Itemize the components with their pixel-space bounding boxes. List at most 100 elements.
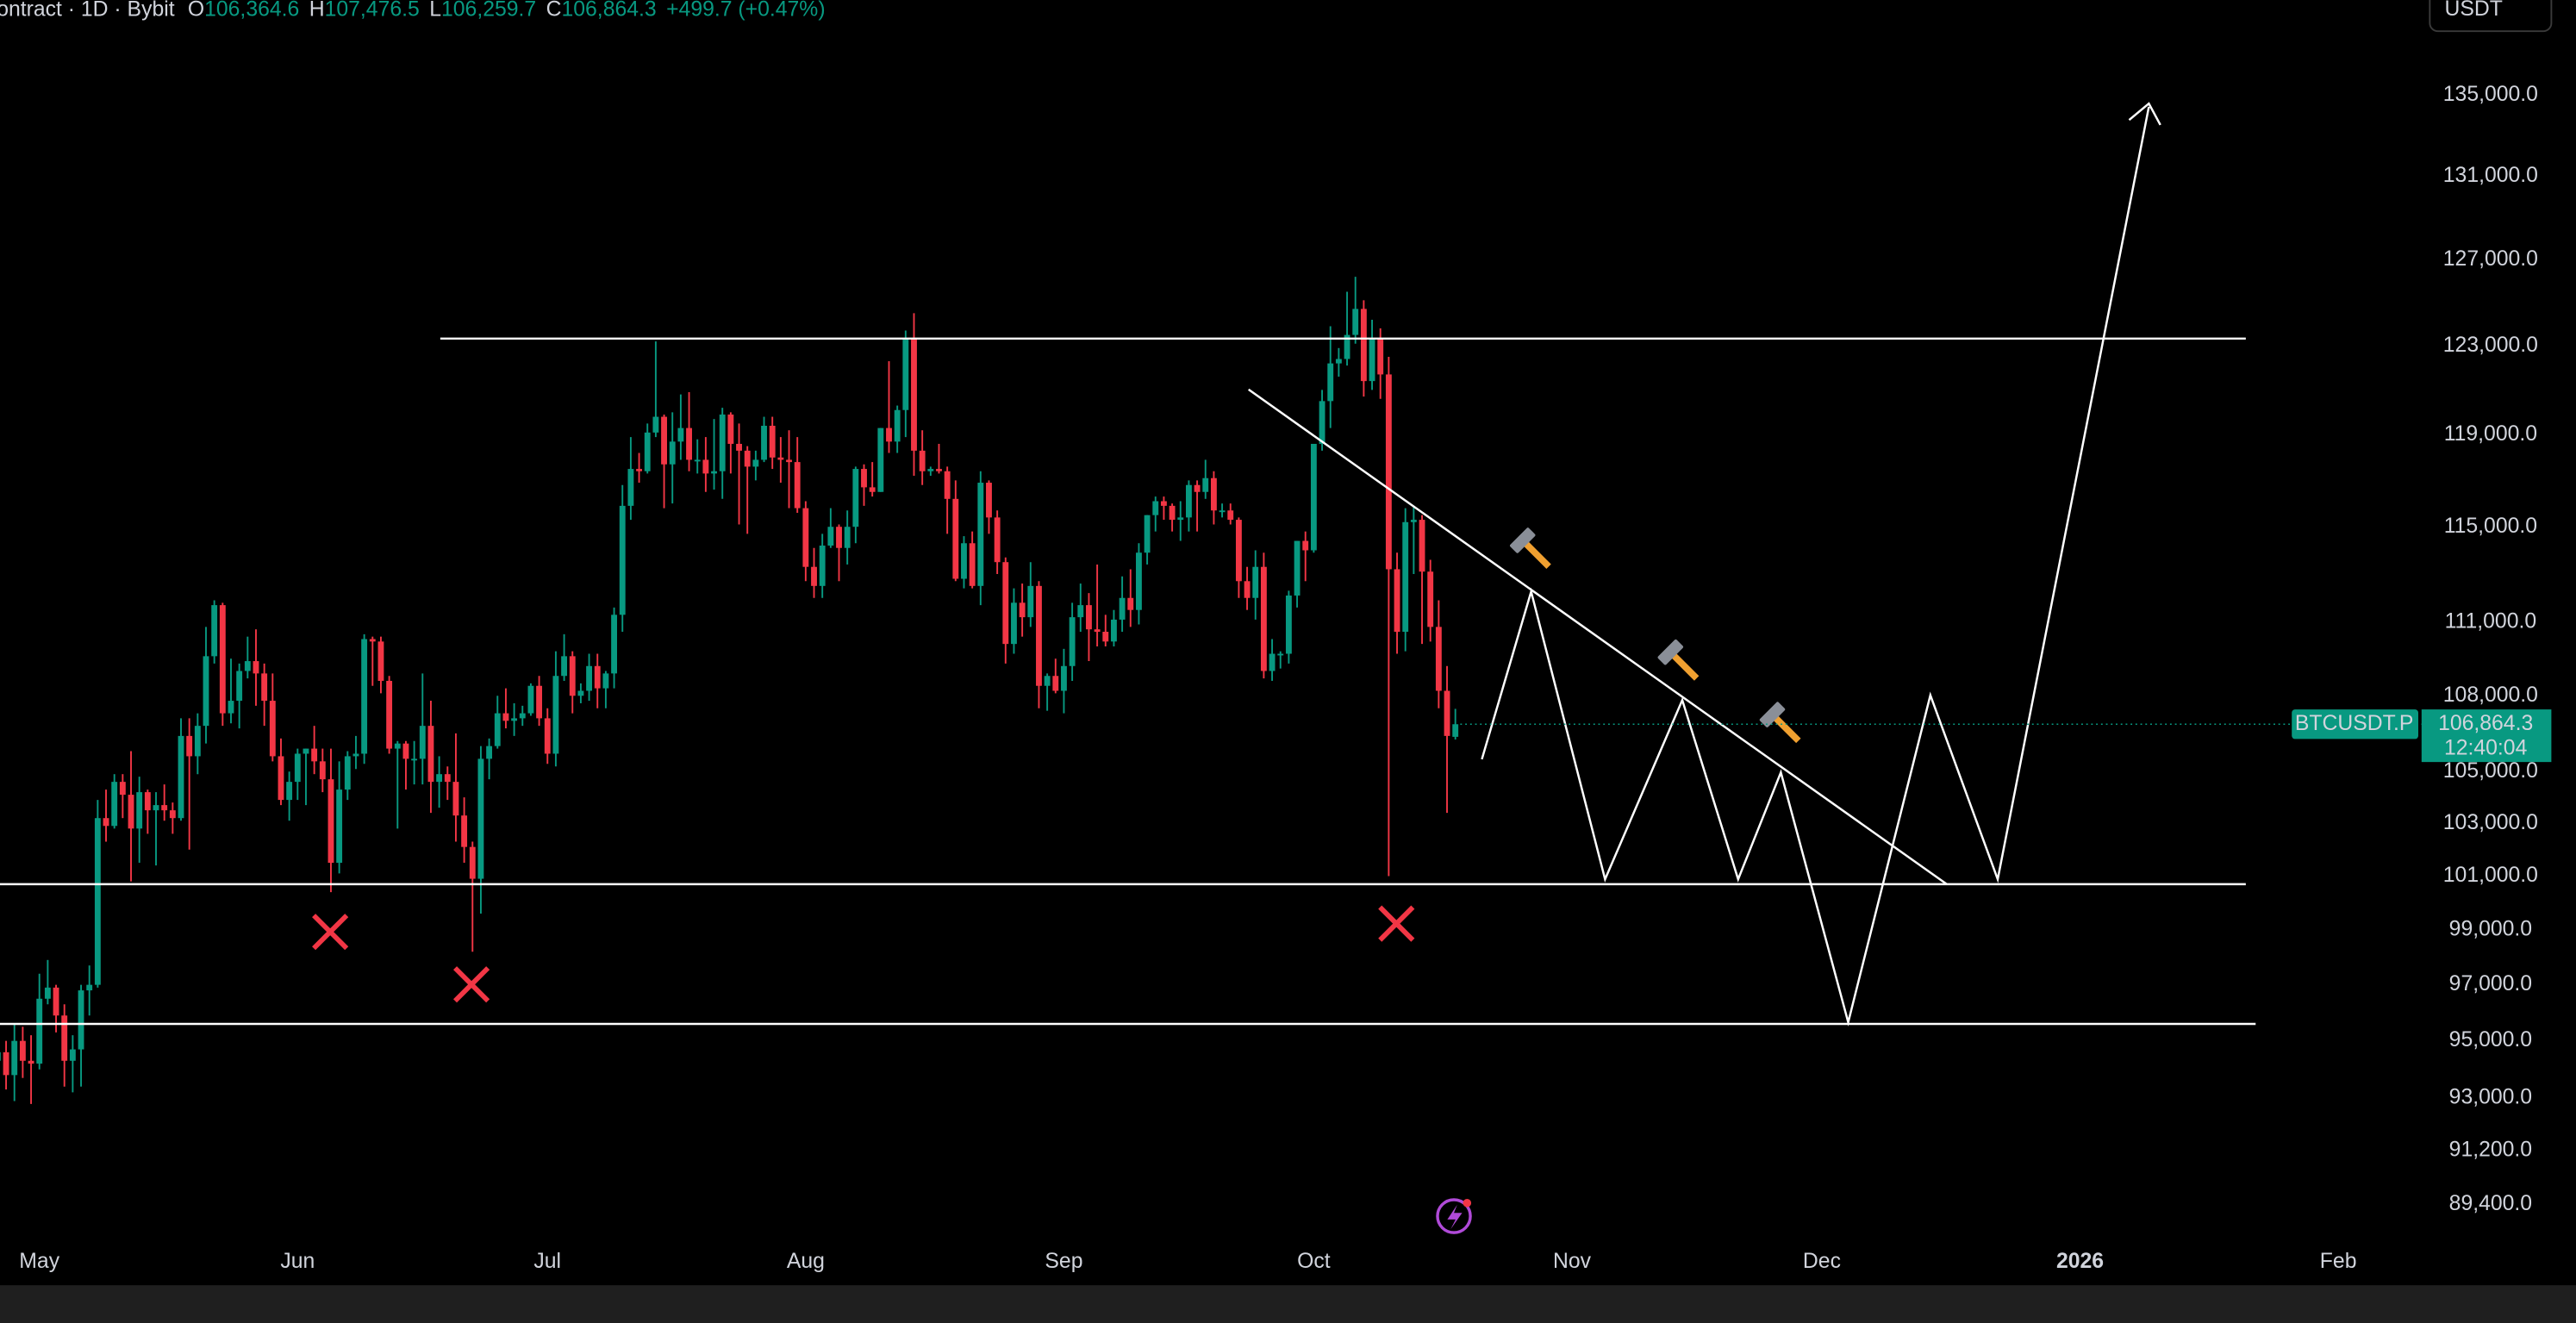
candle-body	[1152, 501, 1159, 515]
candle-body	[444, 774, 451, 783]
candle-body	[894, 409, 901, 442]
candle-body	[1169, 505, 1176, 521]
candle-body	[369, 639, 376, 642]
ohlc-value: 106,259.7	[441, 0, 536, 21]
candle-body	[477, 758, 484, 879]
candle-body	[103, 818, 109, 827]
candle-body	[819, 546, 826, 586]
candle-body	[494, 713, 501, 746]
candle-body	[936, 469, 942, 471]
candle-body	[769, 425, 776, 458]
candle-body	[519, 713, 526, 719]
candle-body	[719, 414, 726, 471]
candle-body	[619, 505, 626, 615]
candle-body	[161, 805, 168, 811]
candle-body	[319, 761, 326, 780]
candle-body	[669, 441, 676, 465]
candle-body	[386, 680, 393, 749]
currency-button[interactable]	[2429, 0, 2553, 33]
candle-body	[1310, 443, 1317, 551]
currency-label[interactable]: USDT	[2445, 0, 2503, 21]
candle-body	[377, 641, 384, 681]
y-tick-label: 89,400.0	[2449, 1192, 2532, 1215]
candle-body	[3, 1052, 9, 1076]
candle-body	[361, 639, 368, 754]
candle-body	[1410, 520, 1417, 522]
candle-body	[986, 483, 992, 518]
candle-body	[1444, 690, 1450, 736]
candle-body	[877, 427, 884, 492]
candle-body	[1377, 339, 1384, 375]
candle-body	[452, 782, 459, 816]
candle-body	[394, 743, 401, 749]
ohlc-key: L	[429, 0, 441, 21]
candle-body	[727, 414, 734, 444]
candle-body	[952, 498, 959, 579]
price-tag: BTCUSDT.P 106,864.312:40:04	[1460, 709, 2552, 763]
x-tick-label: May	[19, 1250, 59, 1273]
candle-body	[569, 656, 576, 696]
candle-body	[94, 818, 101, 985]
countdown: 12:40:04	[2444, 736, 2528, 759]
candle-body	[1219, 510, 1226, 513]
candle-body	[761, 425, 767, 460]
candle-body	[1344, 334, 1350, 359]
symbol-label: BTCUSDT.P	[2295, 712, 2414, 735]
candle-body	[119, 782, 126, 796]
cross-mark	[1378, 905, 1415, 942]
y-tick-label: 119,000.0	[2444, 422, 2537, 446]
candle-body	[1210, 477, 1217, 511]
lightning-button[interactable]	[1436, 1198, 1472, 1234]
candle-body	[594, 665, 601, 689]
candle-body	[261, 673, 268, 702]
candle-body	[1044, 676, 1051, 686]
y-tick-label: 105,000.0	[2443, 759, 2538, 783]
candle-body	[1019, 602, 1026, 618]
candle-body	[19, 1040, 26, 1061]
symbol-box	[2292, 709, 2418, 740]
candle-body	[686, 427, 692, 460]
hammer-icons	[1510, 527, 1801, 744]
y-tick-label: 91,200.0	[2449, 1139, 2532, 1162]
candle-body	[28, 1060, 34, 1064]
candle-body	[186, 735, 193, 757]
candle-body	[852, 469, 859, 527]
candle-body	[461, 815, 468, 847]
candle-body	[644, 432, 651, 471]
candle-body	[236, 671, 243, 702]
candle-body	[436, 774, 443, 783]
candle-body	[1161, 501, 1167, 506]
y-tick-label: 111,000.0	[2445, 609, 2536, 633]
candle-body	[1277, 653, 1284, 656]
candle-body	[661, 416, 667, 465]
candle-body	[211, 605, 218, 657]
ohlc-value: 107,476.5	[325, 0, 420, 21]
candle-body	[1302, 540, 1309, 551]
candle-body	[994, 517, 1001, 563]
candle-body	[203, 656, 209, 727]
candle-body	[1269, 653, 1276, 671]
candle-body	[527, 685, 534, 714]
candle-body	[1260, 566, 1267, 671]
candle-body	[677, 427, 684, 442]
candle-body	[219, 605, 226, 714]
candle-body	[811, 566, 817, 586]
candle-body	[244, 661, 251, 671]
candle-body	[1252, 566, 1259, 598]
candle-body	[1352, 309, 1359, 335]
candle-body	[869, 487, 876, 492]
candle-body	[961, 543, 967, 579]
legend-header: ontract · 1D · Bybit O106,364.6 H107,476.5…	[0, 0, 826, 21]
y-tick-label: 127,000.0	[2443, 247, 2538, 271]
price-label: 106,864.3	[2438, 712, 2533, 735]
y-tick-label: 97,000.0	[2449, 972, 2532, 995]
candle-body	[919, 450, 926, 471]
candle-body	[511, 718, 518, 721]
cross-marks	[312, 905, 1415, 1003]
y-tick-label: 123,000.0	[2443, 334, 2538, 357]
candle-body	[1094, 629, 1101, 633]
trend-line	[1248, 388, 1948, 885]
bottom-bar	[0, 1285, 2576, 1323]
